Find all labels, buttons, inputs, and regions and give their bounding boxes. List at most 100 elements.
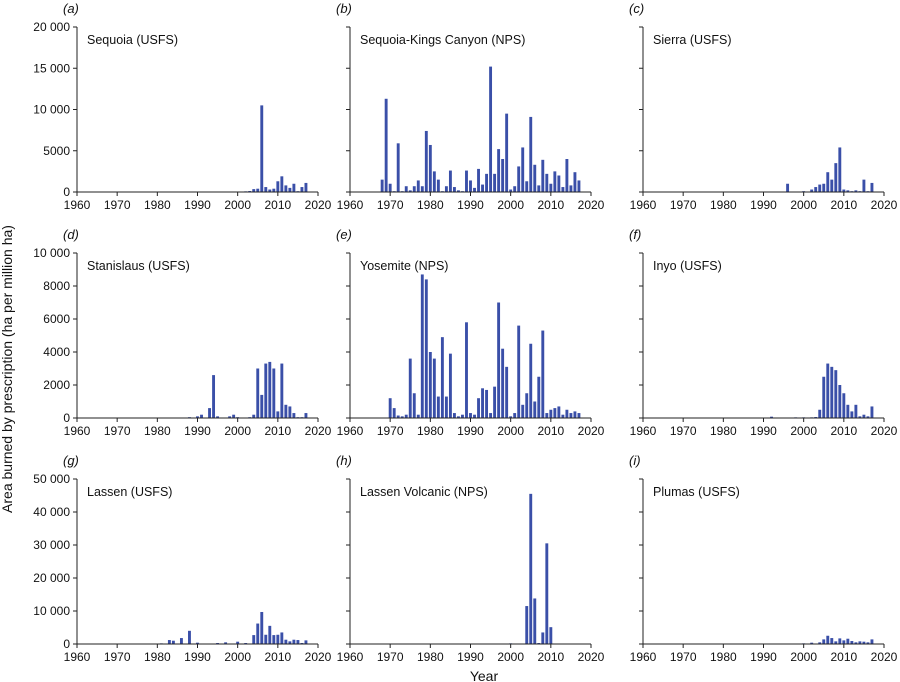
bar <box>529 116 533 192</box>
bar <box>541 330 545 418</box>
bar <box>420 186 424 192</box>
bar <box>388 398 392 418</box>
bar <box>232 414 236 418</box>
bar <box>533 401 537 418</box>
x-tick-label: 2010 <box>830 424 857 438</box>
bar <box>268 625 272 644</box>
bar <box>272 368 276 418</box>
x-tick-label: 2010 <box>537 650 564 664</box>
bar <box>256 188 260 192</box>
bar <box>485 173 489 192</box>
bar <box>826 635 830 644</box>
x-tick-label: 2000 <box>224 198 251 212</box>
bar <box>842 393 846 418</box>
bar <box>822 639 826 644</box>
bar <box>529 493 533 644</box>
bar <box>288 641 292 644</box>
bar <box>834 163 838 193</box>
bar <box>521 147 525 192</box>
bar <box>412 393 416 418</box>
bar <box>838 147 842 192</box>
bar <box>537 376 541 418</box>
x-tick-label: 2000 <box>497 650 524 664</box>
bar <box>854 404 858 418</box>
panel-title: Plumas (USFS) <box>653 485 740 499</box>
bar <box>545 543 549 644</box>
bar <box>497 302 501 418</box>
y-tick-label: 4000 <box>43 345 70 359</box>
bar <box>577 413 581 418</box>
panel-c: 1960 1970 1980 1990 2000 2010 2020 (c) Sierra (U… <box>629 1 898 212</box>
bar <box>416 180 420 192</box>
x-tick-label: 1980 <box>144 424 171 438</box>
bar <box>408 358 412 418</box>
bar <box>573 172 577 192</box>
bar <box>292 183 296 192</box>
bar <box>501 159 505 192</box>
bar <box>408 190 412 192</box>
bar <box>541 632 545 644</box>
panel-title: Lassen (USFS) <box>87 485 172 499</box>
x-tick-label: 1960 <box>337 650 364 664</box>
bar <box>842 189 846 192</box>
y-tick-label: 2000 <box>43 378 70 392</box>
bar <box>404 414 408 418</box>
panel-h: 1960 1970 1980 1990 2000 2010 2020 (h) Lassen Vo… <box>336 453 605 664</box>
bar <box>276 411 280 418</box>
x-tick-label: 1970 <box>377 424 404 438</box>
bar <box>428 352 432 418</box>
x-tick-label: 2000 <box>497 198 524 212</box>
bar <box>834 370 838 418</box>
x-tick-label: 2000 <box>224 424 251 438</box>
x-tick-label: 2010 <box>264 424 291 438</box>
bar <box>465 322 468 418</box>
x-tick-label: 1970 <box>670 198 697 212</box>
bar <box>452 413 456 418</box>
panel-label: (a) <box>63 1 79 16</box>
bar <box>557 406 561 418</box>
bar <box>296 640 300 644</box>
panel-label: (f) <box>629 227 641 242</box>
bar <box>196 416 199 418</box>
bar <box>260 105 264 193</box>
bar <box>292 639 296 644</box>
bar <box>842 640 846 644</box>
bar <box>517 325 521 418</box>
bar <box>549 627 553 644</box>
bar <box>272 188 276 192</box>
x-tick-label: 2020 <box>578 424 605 438</box>
bar <box>854 642 858 644</box>
panel-d: 1960 1970 1980 1990 2000 2010 2020 0 2000 4000 600… <box>33 227 331 438</box>
x-tick-label: 1990 <box>184 198 211 212</box>
bar <box>858 416 862 418</box>
bar <box>870 639 874 644</box>
bar <box>826 363 830 418</box>
bar <box>493 386 497 418</box>
bar <box>304 182 308 192</box>
x-tick-label: 1970 <box>104 650 131 664</box>
bar <box>436 396 440 418</box>
bar <box>846 638 850 644</box>
bar <box>846 404 850 418</box>
bar <box>473 414 476 418</box>
panel-title: Lassen Volcanic (NPS) <box>360 485 488 499</box>
bar <box>858 641 862 644</box>
bar <box>569 185 573 192</box>
panel-b: 1960 1970 1980 1990 2000 2010 2020 (b) Sequoia-K… <box>336 1 605 212</box>
x-tick-label: 1960 <box>630 650 657 664</box>
bar <box>834 641 838 644</box>
bar <box>850 641 854 644</box>
x-tick-label: 1990 <box>457 424 484 438</box>
x-tick-label: 1980 <box>144 650 171 664</box>
bar <box>304 413 308 418</box>
bar <box>465 170 468 192</box>
bar <box>541 159 545 192</box>
bar <box>818 642 822 644</box>
bar <box>420 274 424 418</box>
bar <box>850 411 854 418</box>
bar <box>280 363 284 418</box>
x-tick-label: 1980 <box>144 198 171 212</box>
bar <box>396 143 400 192</box>
bar <box>549 183 553 192</box>
